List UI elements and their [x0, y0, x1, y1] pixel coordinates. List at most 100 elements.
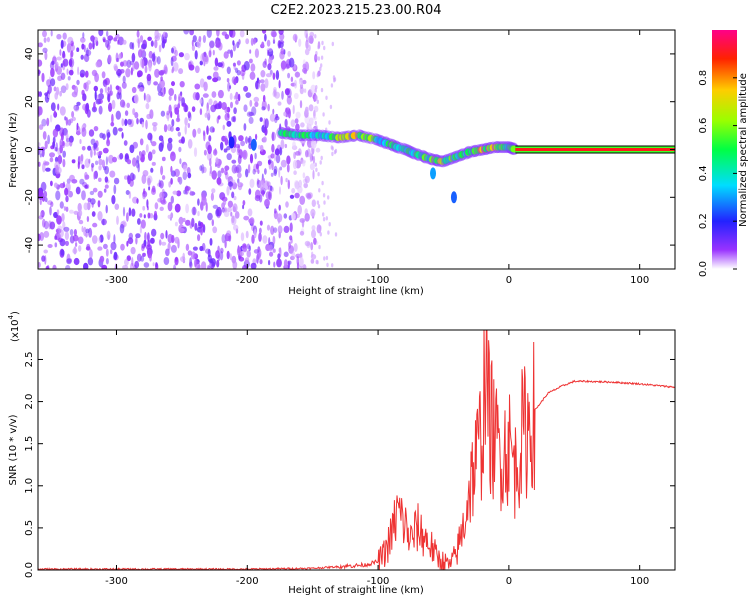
noise-cell [130, 246, 136, 255]
noise-cell [167, 137, 173, 143]
noise-cell [161, 40, 165, 49]
noise-cell [62, 32, 67, 40]
noise-cell [278, 247, 281, 253]
noise-cell [51, 60, 55, 66]
snr-x-axis-label: Height of straight line (km) [288, 585, 424, 596]
noise-cell [50, 102, 56, 112]
noise-cell [73, 229, 77, 236]
noise-cell [260, 144, 264, 152]
noise-cell [236, 69, 241, 76]
noise-cell [269, 113, 276, 122]
signal-cell [228, 136, 235, 149]
noise-cell [187, 111, 191, 119]
noise-cell [243, 123, 247, 131]
noise-cell [320, 155, 323, 161]
noise-cell [227, 49, 232, 54]
noise-cell [137, 70, 143, 77]
noise-cell [331, 146, 334, 151]
snr-panel: -300 -200 -100 0 100 0.0 0.5 1.0 1.5 2.0 2.5 Heigh… [7, 311, 676, 596]
noise-cell [268, 190, 272, 201]
noise-cell [105, 258, 109, 265]
noise-cell [283, 251, 289, 258]
noise-cell [54, 182, 58, 188]
noise-cell [177, 131, 181, 137]
noise-cell [272, 72, 276, 80]
noise-cell [269, 251, 274, 257]
noise-cell [67, 36, 74, 45]
noise-cell [88, 158, 91, 164]
noise-cell [266, 39, 271, 47]
noise-cell [217, 170, 222, 178]
noise-cell [64, 187, 69, 196]
noise-cell [259, 227, 262, 234]
noise-cell [178, 228, 185, 233]
noise-cell [66, 258, 72, 265]
noise-cell [319, 225, 322, 230]
noise-cell [104, 84, 108, 94]
noise-cell [85, 228, 90, 234]
noise-cell [199, 165, 203, 172]
noise-cell [279, 186, 281, 195]
noise-cell [315, 167, 318, 172]
noise-cell [221, 31, 228, 36]
noise-cell [40, 212, 43, 218]
noise-cell [202, 35, 206, 43]
noise-cell [288, 241, 291, 249]
noise-cell [268, 244, 273, 252]
noise-cell [168, 181, 172, 188]
noise-cell [106, 138, 111, 147]
noise-cell [152, 122, 158, 127]
noise-cell [102, 147, 109, 154]
noise-cell [264, 168, 267, 175]
noise-cell [223, 148, 228, 153]
noise-cell [314, 34, 317, 39]
noise-cell [98, 93, 104, 100]
x-tick-label: -200 [236, 576, 259, 587]
noise-cell [171, 81, 175, 87]
noise-cell [170, 56, 174, 67]
noise-cell [309, 163, 315, 171]
noise-cell [105, 248, 109, 257]
noise-cell [262, 61, 267, 68]
noise-cell [113, 177, 120, 185]
noise-cell [121, 81, 127, 89]
noise-cell [281, 90, 284, 100]
noise-cell [178, 68, 184, 75]
noise-cell [315, 55, 318, 60]
x-tick-label: 0 [506, 576, 512, 587]
noise-cell [171, 68, 174, 74]
noise-cell [87, 145, 92, 151]
noise-cell [293, 243, 298, 252]
noise-cell [284, 143, 288, 149]
noise-cell [168, 88, 174, 96]
noise-cell [316, 73, 319, 78]
noise-cell [120, 243, 125, 251]
noise-cell [247, 208, 253, 217]
noise-cell [57, 103, 60, 111]
y-tick-label: 20 [24, 95, 35, 108]
noise-cell [263, 180, 270, 191]
noise-cell [315, 147, 321, 153]
noise-cell [63, 206, 66, 211]
x-tick-label: -300 [105, 576, 128, 587]
noise-cell [310, 258, 315, 264]
noise-cell [293, 92, 299, 100]
noise-cell [46, 117, 50, 127]
noise-cell [217, 89, 224, 99]
noise-cell [70, 44, 75, 52]
noise-cell [184, 104, 189, 113]
noise-cell [294, 192, 300, 199]
noise-cell [38, 142, 41, 147]
noise-cell [156, 56, 161, 65]
noise-cell [243, 85, 249, 92]
noise-cell [224, 112, 230, 121]
noise-cell [223, 210, 230, 218]
noise-cell [76, 47, 80, 52]
noise-cell [208, 135, 212, 142]
noise-cell [47, 84, 52, 94]
noise-cell [168, 104, 172, 114]
noise-cell [277, 253, 281, 260]
noise-cell [178, 93, 183, 102]
noise-cell [173, 62, 179, 72]
noise-cell [180, 256, 186, 262]
